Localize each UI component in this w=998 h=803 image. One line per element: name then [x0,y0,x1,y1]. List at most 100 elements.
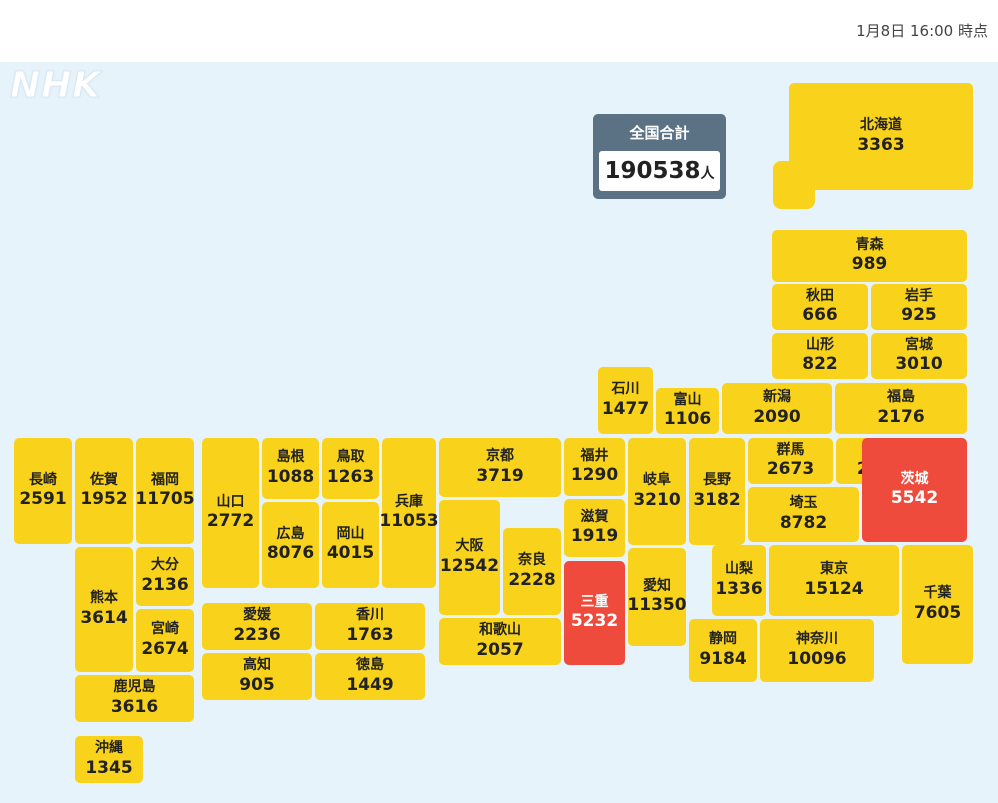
prefecture-count: 8076 [266,543,315,564]
prefecture-tile[interactable]: 秋田 666 [772,284,868,330]
national-total-unit: 人 [700,166,715,182]
prefecture-count: 1345 [85,757,133,778]
prefecture-name: 静岡 [709,631,737,648]
prefecture-tile[interactable]: 埼玉 8782 [748,487,859,542]
prefecture-name: 秋田 [806,287,834,304]
prefecture-name: 山梨 [725,561,753,578]
prefecture-name: 沖縄 [95,740,123,757]
prefecture-tile[interactable]: 和歌山 2057 [439,618,561,665]
prefecture-tile[interactable]: 滋賀 1919 [564,499,625,557]
prefecture-tile[interactable]: 広島 8076 [262,502,319,588]
prefecture-count: 1477 [601,398,650,419]
prefecture-count: 5542 [890,488,939,509]
prefecture-tile[interactable]: 岡山 4015 [322,502,379,588]
prefecture-name: 和歌山 [479,622,521,639]
prefecture-count: 1088 [266,466,315,487]
prefecture-tile[interactable]: 石川 1477 [598,367,653,434]
prefecture-tile[interactable]: 長崎 2591 [14,438,72,544]
prefecture-tile[interactable]: 徳島 1449 [315,653,425,700]
prefecture-name: 熊本 [90,590,118,607]
prefecture-count: 2673 [766,459,815,480]
prefecture-count: 822 [802,354,838,375]
timestamp: 1月8日 16:00 時点 [856,22,988,40]
prefecture-tile[interactable]: 愛媛 2236 [202,603,312,650]
prefecture-tile[interactable]: 神奈川 10096 [760,619,874,682]
prefecture-name: 福島 [887,389,915,406]
prefecture-name: 岩手 [905,287,933,304]
prefecture-name: 神奈川 [796,631,838,648]
prefecture-tile[interactable]: 岐阜 3210 [628,438,686,545]
prefecture-tile[interactable]: 宮城 3010 [871,333,967,379]
prefecture-tile[interactable]: 群馬 2673 [748,438,833,484]
prefecture-count: 905 [239,674,275,695]
prefecture-tile[interactable]: 福岡 11705 [135,438,195,544]
prefecture-tile[interactable]: 熊本 3614 [75,547,133,672]
prefecture-tile[interactable]: 佐賀 1952 [75,438,133,544]
prefecture-name: 宮崎 [151,621,179,638]
prefecture-count: 11350 [627,595,687,616]
prefecture-count: 1336 [715,578,763,599]
prefecture-name: 茨城 [900,470,929,487]
prefecture-tile[interactable]: 東京 15124 [769,545,899,616]
prefecture-name: 鹿児島 [113,679,156,696]
prefecture-tile[interactable]: 大阪 12542 [439,500,500,615]
prefecture-tile[interactable]: 沖縄 1345 [75,736,143,783]
prefecture-tile[interactable]: 鳥取 1263 [322,438,379,499]
prefecture-count: 2176 [877,406,925,427]
prefecture-tile[interactable]: 高知 905 [202,653,312,700]
prefecture-name: 広島 [276,525,305,542]
prefecture-name: 兵庫 [395,493,423,510]
prefecture-name: 千葉 [923,585,952,602]
prefecture-count: 3010 [895,354,943,375]
prefecture-count: 4015 [326,543,375,564]
prefecture-tile[interactable]: 茨城 5542 [862,438,967,542]
prefecture-tile[interactable]: 福井 1290 [564,438,625,496]
prefecture-tile[interactable]: 福島 2176 [835,383,967,434]
prefecture-count: 666 [802,305,838,326]
prefecture-name: 東京 [820,561,848,578]
prefecture-count: 2772 [206,511,255,532]
nhk-logo: NHK [9,65,102,107]
prefecture-tile[interactable]: 青森 989 [772,230,967,282]
prefecture-tile[interactable]: 島根 1088 [262,438,319,499]
prefecture-tile[interactable]: 北海道 3363 [789,83,973,190]
prefecture-name: 徳島 [356,657,384,674]
prefecture-count: 2057 [476,639,524,660]
prefecture-tile[interactable]: 大分 2136 [136,547,194,606]
prefecture-tile[interactable]: 静岡 9184 [689,619,757,682]
prefecture-tile[interactable]: 富山 1106 [656,388,719,434]
prefecture-tile[interactable]: 三重 5232 [564,561,625,665]
prefecture-tile[interactable]: 山梨 1336 [712,545,766,616]
prefecture-count: 2136 [141,574,189,595]
prefecture-count: 3210 [633,489,681,510]
prefecture-tile[interactable]: 鹿児島 3616 [75,675,194,722]
prefecture-tile[interactable]: 宮崎 2674 [136,609,194,672]
prefecture-name: 石川 [611,381,640,398]
prefecture-count: 10096 [787,648,847,669]
prefecture-name: 岡山 [336,525,365,542]
prefecture-count: 7605 [913,602,962,623]
prefecture-tile[interactable]: 新潟 2090 [722,383,832,434]
prefecture-name: 岐阜 [643,472,671,489]
prefecture-count: 925 [901,305,937,326]
national-total-box: 全国合計 190538人 [593,114,726,199]
prefecture-count: 11053 [379,511,439,532]
prefecture-count: 1290 [570,465,619,486]
prefecture-name: 奈良 [518,552,546,569]
prefecture-count: 3719 [476,465,524,486]
prefecture-tile[interactable]: 兵庫 11053 [379,438,439,588]
prefecture-tile[interactable]: 山形 822 [772,333,868,379]
prefecture-tile[interactable]: 長野 3182 [689,438,745,545]
prefecture-tile[interactable]: 香川 1763 [315,603,425,650]
prefecture-tile[interactable]: 千葉 7605 [902,545,973,664]
national-total-display: 190538人 [599,151,720,191]
prefecture-count: 1952 [80,489,128,510]
prefecture-tile[interactable]: 京都 3719 [439,438,561,497]
prefecture-tile[interactable]: 山口 2772 [202,438,259,588]
prefecture-count: 11705 [135,489,195,510]
prefecture-tile[interactable]: 奈良 2228 [503,528,561,615]
prefecture-count: 1449 [346,674,394,695]
prefecture-count: 2090 [753,406,801,427]
prefecture-tile[interactable]: 愛知 11350 [627,548,687,646]
prefecture-tile[interactable]: 岩手 925 [871,284,967,330]
